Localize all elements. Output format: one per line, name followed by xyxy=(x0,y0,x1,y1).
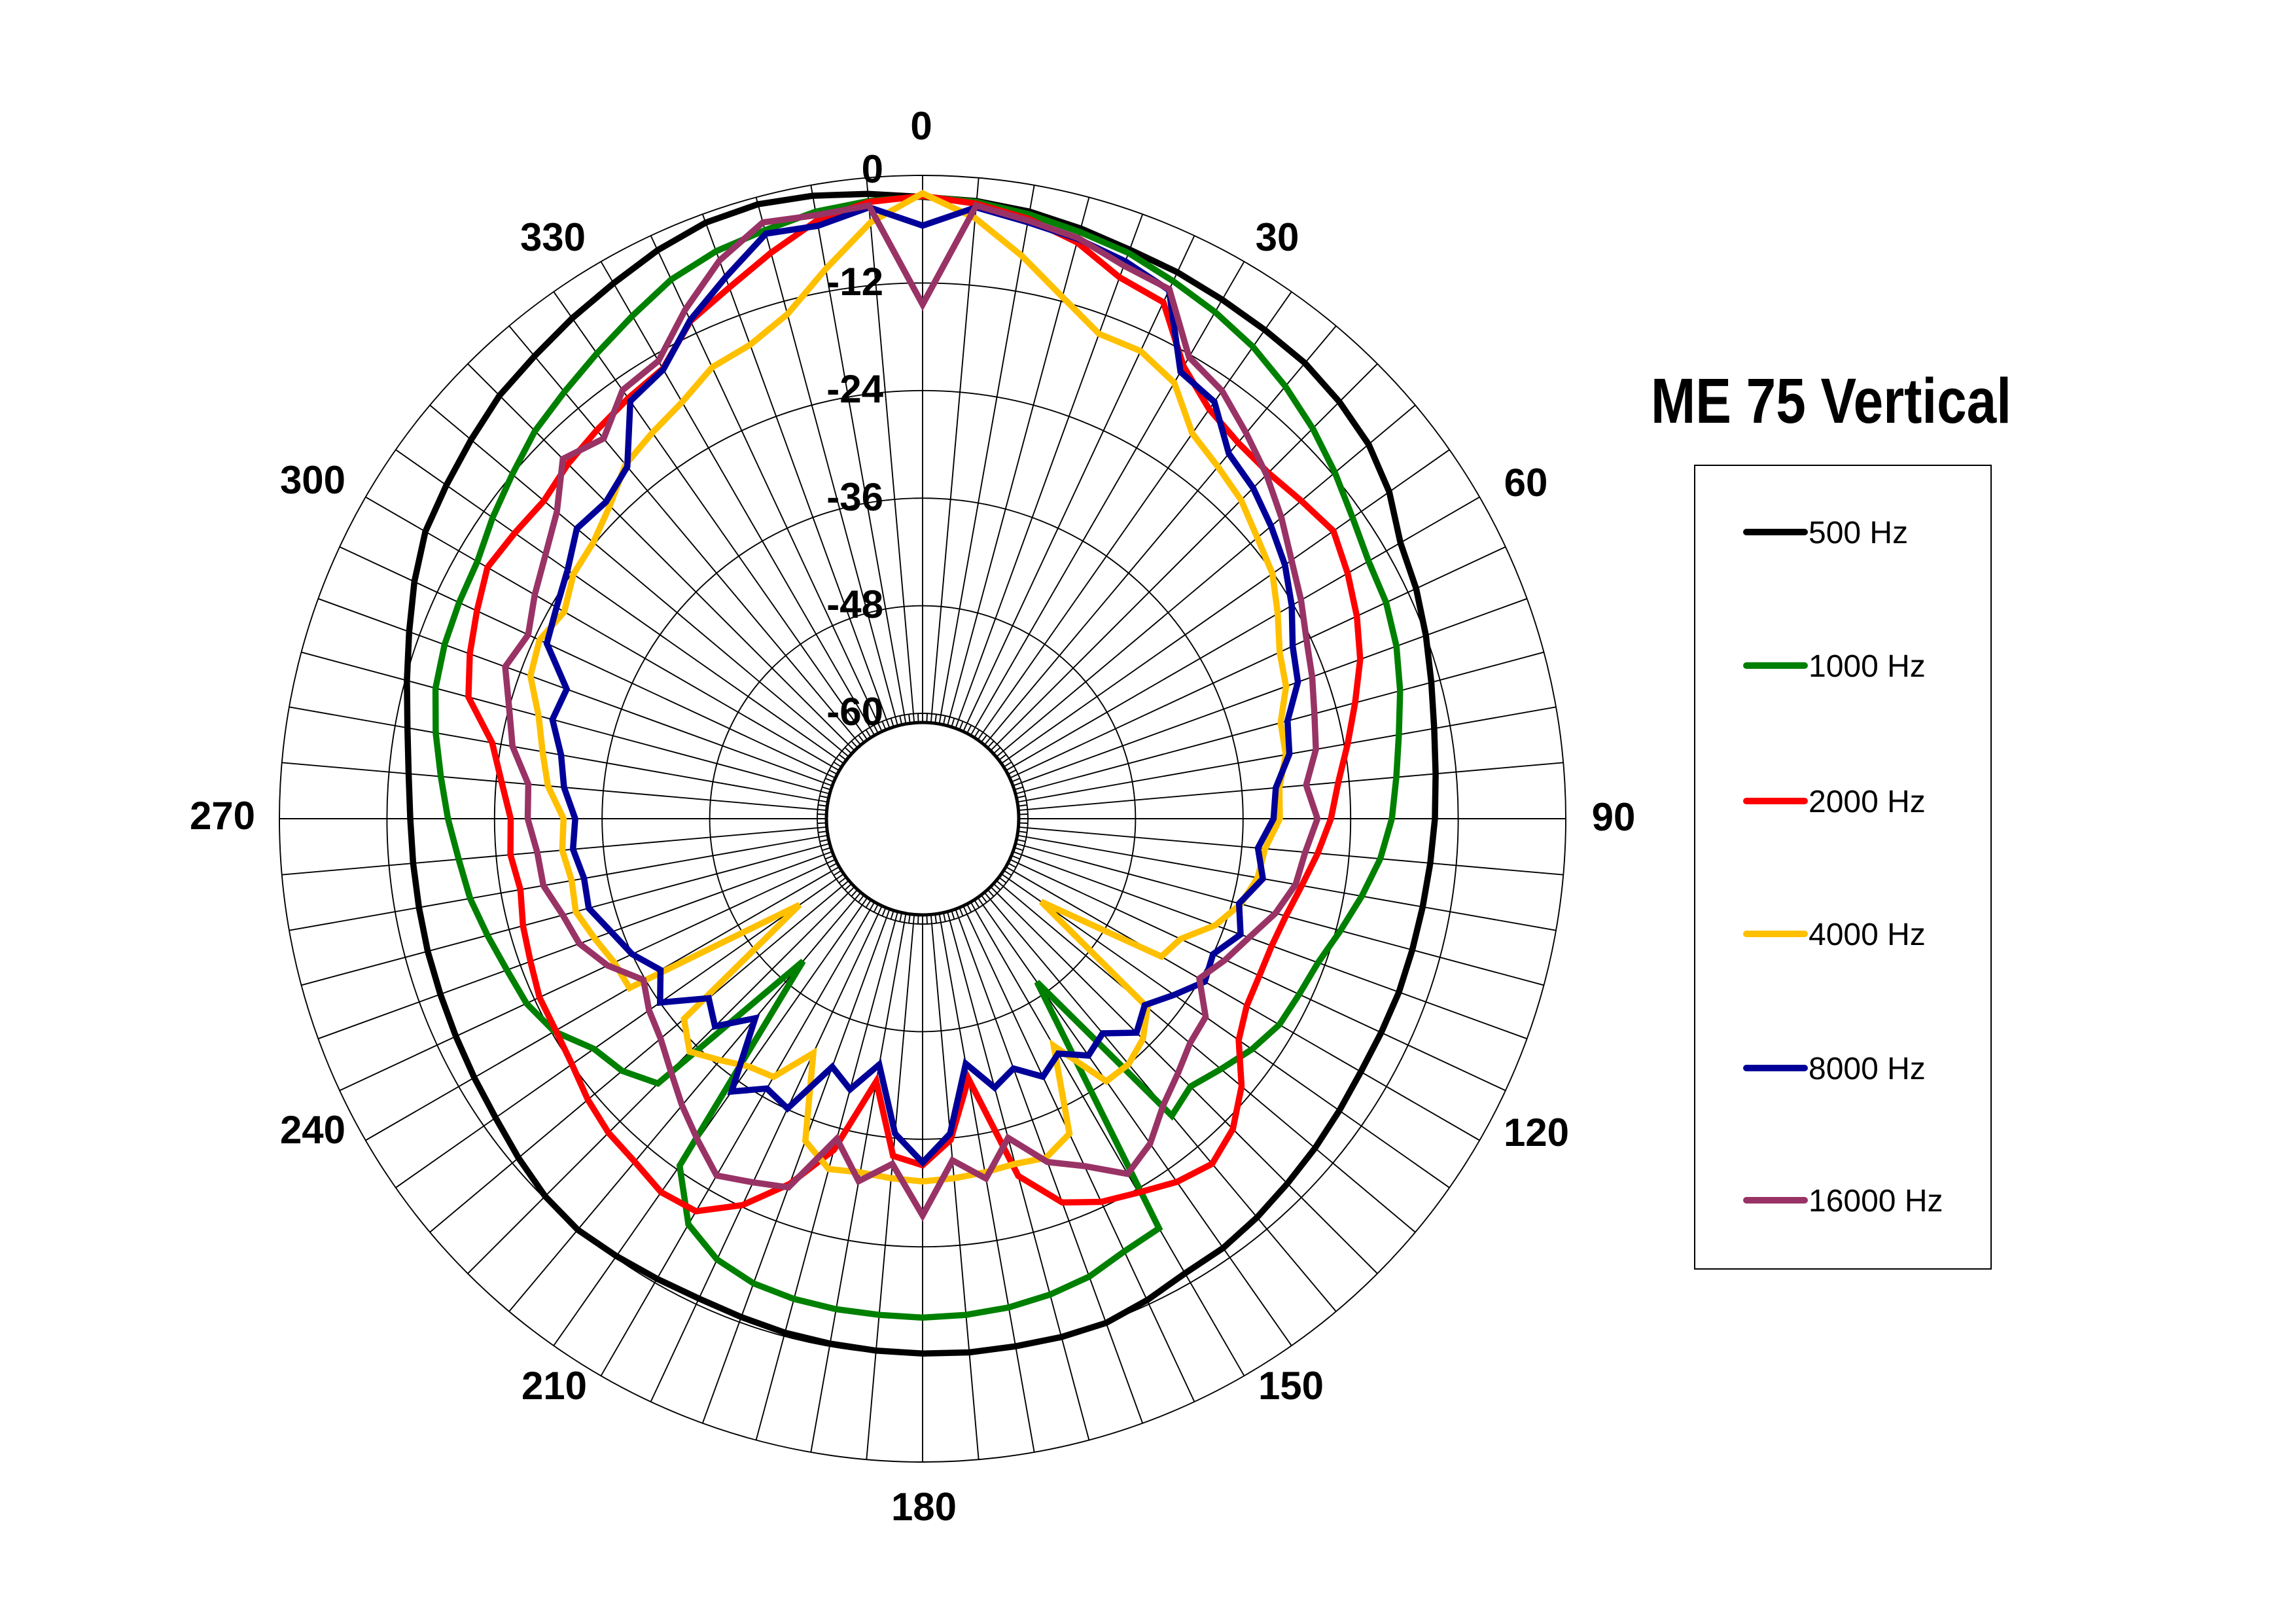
svg-text:60: 60 xyxy=(1504,461,1548,505)
svg-text:ME 75 Vertical: ME 75 Vertical xyxy=(1651,365,2011,437)
svg-text:500 Hz: 500 Hz xyxy=(1809,516,1908,550)
svg-text:180: 180 xyxy=(891,1485,957,1529)
svg-text:300: 300 xyxy=(280,458,345,502)
svg-text:16000 Hz: 16000 Hz xyxy=(1809,1184,1943,1219)
svg-text:240: 240 xyxy=(280,1108,345,1152)
svg-text:270: 270 xyxy=(190,794,255,838)
svg-text:120: 120 xyxy=(1504,1111,1569,1154)
svg-text:1000 Hz: 1000 Hz xyxy=(1809,649,1926,684)
svg-text:0: 0 xyxy=(862,147,883,191)
svg-text:330: 330 xyxy=(520,215,586,259)
svg-text:-12: -12 xyxy=(826,260,883,304)
svg-text:90: 90 xyxy=(1592,795,1636,839)
svg-text:-48: -48 xyxy=(826,582,883,626)
svg-text:-24: -24 xyxy=(826,367,883,411)
svg-text:-36: -36 xyxy=(826,475,883,519)
svg-text:210: 210 xyxy=(521,1364,587,1408)
svg-text:4000 Hz: 4000 Hz xyxy=(1809,918,1926,952)
svg-text:2000 Hz: 2000 Hz xyxy=(1809,785,1926,819)
svg-text:30: 30 xyxy=(1256,215,1299,259)
svg-text:150: 150 xyxy=(1258,1364,1324,1408)
svg-text:0: 0 xyxy=(910,104,932,148)
svg-text:-60: -60 xyxy=(826,690,883,734)
svg-text:8000 Hz: 8000 Hz xyxy=(1809,1052,1926,1086)
